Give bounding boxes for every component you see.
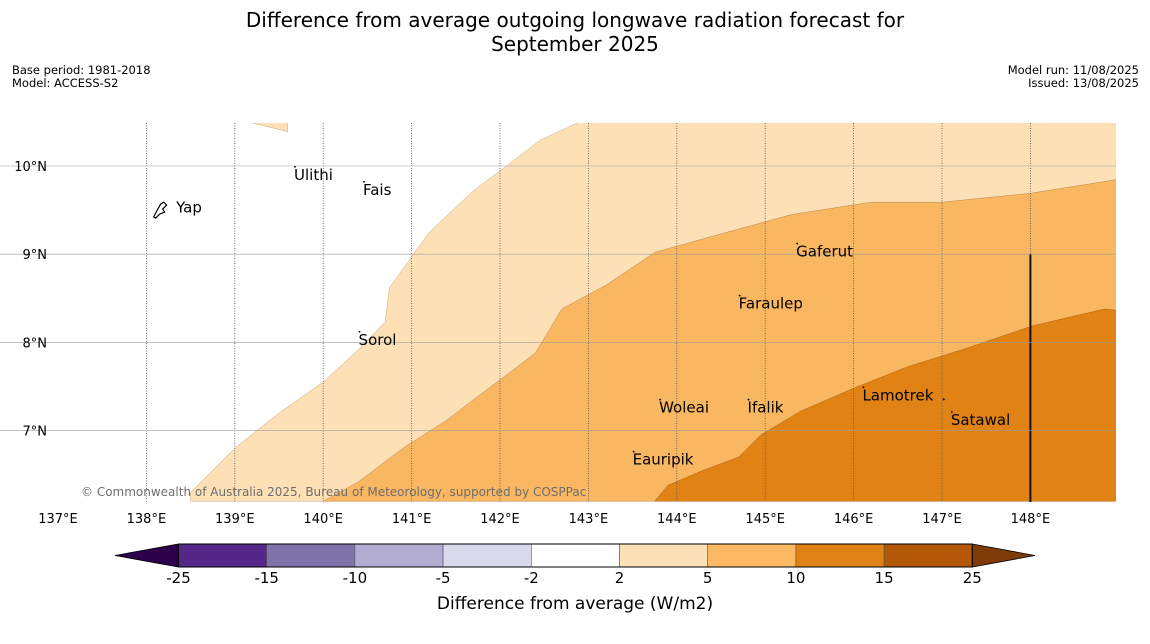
island-dot [632,450,635,453]
island-dot [363,180,365,183]
island-dot [294,165,296,168]
colorbar-tick-label: -25 [166,569,191,587]
contour-band-2-5-patch [251,123,289,132]
model-text: Model: ACCESS-S2 [12,76,119,90]
island-dot [659,398,662,401]
colorbar-tick-label: 5 [703,569,713,587]
colorbar-segment [707,543,797,568]
lon-tick-label: 146°E [834,512,874,527]
copyright-text: © Commonwealth of Australia 2025, Bureau… [81,485,586,499]
colorbar-segment [530,543,620,568]
colorbar-extend-low [114,543,179,568]
place-label: Ifalik [748,399,784,417]
chart-title: Difference from average outgoing longwav… [0,8,1150,56]
colorbar-tick-label: 10 [786,569,805,587]
chart-title-line2: September 2025 [491,32,659,56]
island-yap [152,201,168,219]
colorbar-tick-label: 25 [963,569,982,587]
island-dot [738,294,741,297]
lat-tick-label: 7°N [23,425,48,440]
contour-band-10-15 [654,308,1116,502]
lon-tick-label: 145°E [745,512,785,527]
place-label: Faraulep [739,295,803,313]
lat-tick-label: 9°N [23,248,48,263]
colorbar-tick-label: -5 [436,569,451,587]
island-dot [862,386,865,389]
place-label: Woleai [659,399,709,417]
colorbar-segment [883,543,973,568]
colorbar-extend-high [971,543,1036,568]
place-label: Gaferut [796,243,853,261]
island-dot [796,242,799,245]
lat-tick-label: 8°N [23,336,48,351]
colorbar-tick-label: -10 [343,569,368,587]
colorbar-tick-label: 15 [875,569,894,587]
lat-tick-label: 10°N [14,160,47,175]
base-period-text: Base period: 1981-2018 [12,63,151,77]
colorbar-segment [795,543,885,568]
lon-tick-label: 140°E [303,512,343,527]
issued-text: Issued: 13/08/2025 [1028,76,1139,90]
colorbar-segment [442,543,532,568]
island-dot [942,398,945,401]
place-label: Fais [363,181,392,199]
place-label: Ulithi [294,166,333,184]
colorbar-tick-label: -2 [524,569,539,587]
meta-left: Base period: 1981-2018 Model: ACCESS-S2 [12,64,151,90]
lon-tick-label: 147°E [922,512,962,527]
colorbar-tick-label: 2 [615,569,625,587]
colorbar-segment [354,543,444,568]
colorbar-segment [619,543,708,568]
lon-tick-label: 142°E [480,512,520,527]
place-label: Satawal [951,411,1010,429]
meta-right: Model run: 11/08/2025 Issued: 13/08/2025 [1008,64,1139,90]
lon-tick-label: 137°E [38,512,78,527]
lon-tick-label: 144°E [657,512,697,527]
lon-tick-label: 141°E [392,512,432,527]
colorbar-title: Difference from average (W/m2) [436,594,714,614]
lon-tick-label: 148°E [1011,512,1051,527]
lon-tick-label: 138°E [127,512,167,527]
colorbar-segment [178,543,267,568]
colorbar-tick-label: -15 [254,569,279,587]
colorbar-frame [178,543,973,568]
island-dot [950,411,953,413]
lon-tick-label: 139°E [215,512,255,527]
model-run-text: Model run: 11/08/2025 [1007,63,1139,77]
colorbar-segment [266,543,356,568]
lon-tick-label: 143°E [569,512,609,527]
place-label: Eauripik [633,451,694,469]
island-dot [358,330,361,333]
island-dot [747,398,750,401]
place-label: Lamotrek [862,386,933,404]
place-label: Yap [175,198,202,216]
chart-title-line1: Difference from average outgoing longwav… [245,8,905,32]
place-label: Sorol [359,331,397,349]
map-plot-area [58,123,1116,502]
